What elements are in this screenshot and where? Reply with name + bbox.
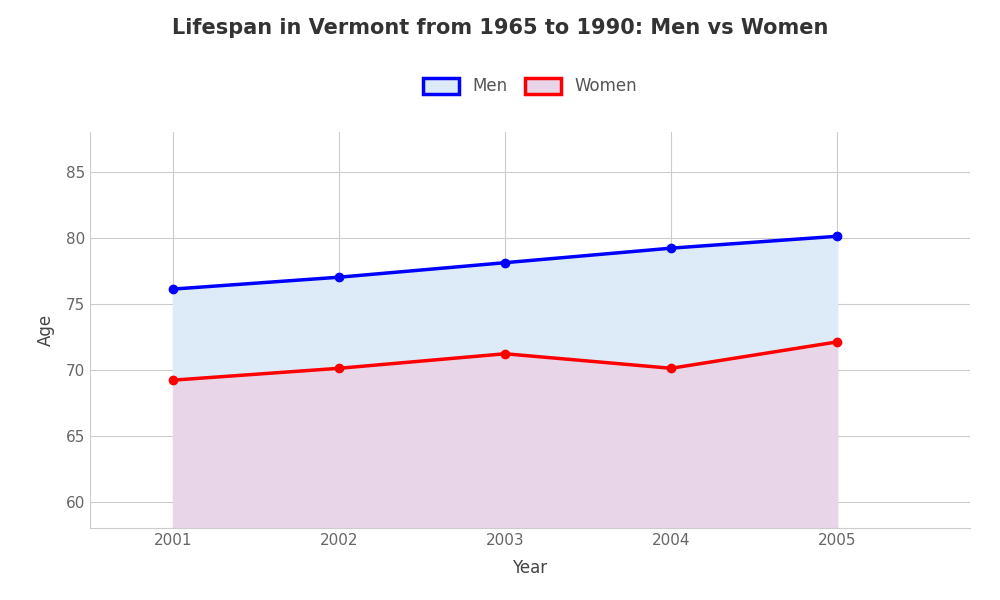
Y-axis label: Age: Age — [37, 314, 55, 346]
Legend: Men, Women: Men, Women — [414, 69, 646, 104]
Text: Lifespan in Vermont from 1965 to 1990: Men vs Women: Lifespan in Vermont from 1965 to 1990: M… — [172, 18, 828, 38]
X-axis label: Year: Year — [512, 559, 548, 577]
